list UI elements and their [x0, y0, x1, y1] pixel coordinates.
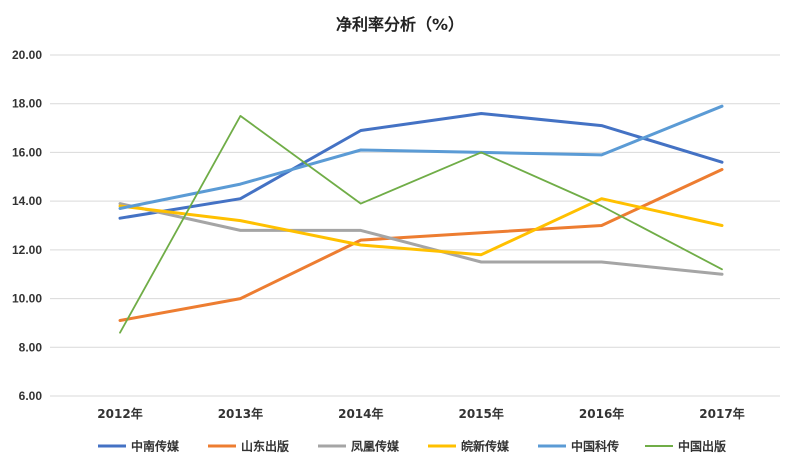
series-line-4 — [118, 104, 724, 210]
x-tick-label: 2015年 — [458, 406, 503, 421]
y-tick-label: 6.00 — [19, 389, 43, 403]
y-axis-ticks: 6.00 8.00 10.00 12.00 14.00 16.00 18.00 20.00 — [12, 48, 42, 403]
y-tick-label: 14.00 — [12, 194, 42, 208]
legend-label: 中国科传 — [571, 439, 619, 454]
legend: 中南传媒 山东出版 凤凰传媒 皖新传媒 中国科传 中国出版 — [98, 439, 726, 454]
series-line-0 — [118, 112, 724, 220]
series-lines — [118, 104, 724, 334]
gridlines — [50, 54, 780, 397]
chart-title: 净利率分析（%） — [336, 15, 464, 34]
legend-label: 中国出版 — [678, 439, 726, 454]
legend-label: 中南传媒 — [131, 439, 180, 454]
x-tick-label: 2012年 — [97, 406, 142, 421]
series-line-2 — [118, 202, 724, 276]
y-tick-label: 16.00 — [12, 145, 42, 159]
y-tick-label: 8.00 — [19, 340, 43, 354]
x-tick-label: 2016年 — [579, 406, 624, 421]
legend-label: 凤凰传媒 — [351, 439, 400, 454]
legend-label: 山东出版 — [241, 439, 289, 454]
series-line-3 — [118, 197, 724, 257]
legend-label: 皖新传媒 — [461, 439, 510, 454]
x-tick-label: 2014年 — [338, 406, 383, 421]
series-line-5 — [119, 115, 723, 334]
y-tick-label: 12.00 — [12, 243, 42, 257]
x-axis-ticks: 2012年 2013年 2014年 2015年 2016年 2017年 — [97, 406, 744, 421]
x-tick-label: 2013年 — [218, 406, 263, 421]
y-tick-label: 20.00 — [12, 48, 42, 62]
x-tick-label: 2017年 — [699, 406, 744, 421]
y-tick-label: 10.00 — [12, 292, 42, 306]
y-tick-label: 18.00 — [12, 97, 42, 111]
